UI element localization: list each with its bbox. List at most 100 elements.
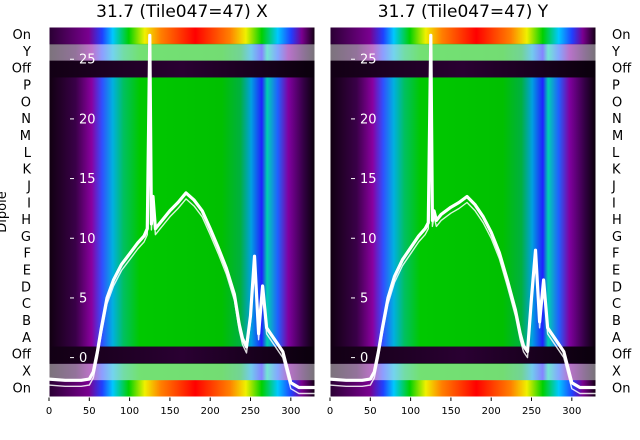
x-tick-label: 250 <box>522 406 541 417</box>
heatmap-row-20 <box>330 346 596 364</box>
heatmap-row-8 <box>330 144 596 163</box>
overlay-tick-label: 10 <box>360 232 377 247</box>
overlay-tick-label: 10 <box>79 232 96 247</box>
overlay-tick-label: 0 <box>79 351 87 366</box>
heatmap-row-9 <box>330 161 596 179</box>
overlay-tick-label: 15 <box>79 172 96 187</box>
heatmap-row-6 <box>49 111 315 129</box>
row-label: Y <box>22 45 31 60</box>
row-label: K <box>612 163 621 178</box>
heatmap-row-4 <box>330 77 596 95</box>
row-label: X <box>612 364 621 379</box>
overlay-tick-label: 0 <box>360 351 368 366</box>
overlay-tick-label: 25 <box>360 53 377 68</box>
x-tick-label: 100 <box>120 406 139 417</box>
heatmap-row-17 <box>330 296 596 314</box>
row-label: On <box>612 381 630 396</box>
overlay-line-secondary <box>48 40 315 395</box>
row-label: L <box>24 146 32 161</box>
heatmap-row-22 <box>330 380 596 398</box>
heatmap-row-16 <box>49 279 315 297</box>
row-label: On <box>13 28 31 43</box>
plot-frame <box>329 26 597 398</box>
x-tick-label: 50 <box>364 406 377 417</box>
row-label: D <box>612 280 622 295</box>
row-label: I <box>612 196 616 211</box>
heatmap-row-15 <box>330 262 596 280</box>
row-label: Off <box>12 348 32 363</box>
overlay-line-secondary <box>329 40 596 395</box>
row-label: C <box>22 297 31 312</box>
x-tick-label: 0 <box>327 406 333 417</box>
row-label: L <box>612 146 620 161</box>
row-label: O <box>21 95 31 110</box>
heatmap-row-5 <box>330 94 596 112</box>
heatmap-row-16 <box>330 279 596 297</box>
heatmap-row-2 <box>330 43 596 62</box>
heatmap-row-13 <box>49 228 315 247</box>
row-label: F <box>612 247 619 262</box>
row-label: J <box>611 179 616 194</box>
row-label: H <box>612 213 622 228</box>
row-label: N <box>21 112 31 127</box>
row-label: D <box>21 280 31 295</box>
heatmap-row-11 <box>330 195 596 213</box>
x-tick-label: 200 <box>201 406 220 417</box>
overlay-tick-label: 5 <box>79 291 87 306</box>
heatmap-row-8 <box>49 144 315 163</box>
row-label: X <box>22 364 31 379</box>
row-label: G <box>21 230 31 245</box>
heatmap-row-22 <box>49 380 315 398</box>
heatmap-row-1 <box>330 27 596 45</box>
heatmap-row-4 <box>49 77 315 95</box>
overlay-tick-label: 20 <box>79 112 96 127</box>
chart-title: 31.7 (Tile047=47) Y <box>378 2 549 22</box>
heatmap-row-10 <box>49 178 315 196</box>
row-label: I <box>27 196 31 211</box>
overlay-tick-label: 5 <box>360 291 368 306</box>
x-tick-label: 200 <box>482 406 501 417</box>
heatmap-row-9 <box>49 161 315 179</box>
heatmap-row-18 <box>330 312 596 331</box>
row-label: C <box>612 297 621 312</box>
heatmap-row-14 <box>330 245 596 263</box>
row-label: Off <box>612 348 632 363</box>
row-label: F <box>24 247 31 262</box>
row-label: N <box>612 112 622 127</box>
row-label: O <box>612 95 622 110</box>
heatmap-row-10 <box>330 178 596 196</box>
row-label: M <box>612 129 623 144</box>
row-label: J <box>26 179 31 194</box>
row-label: G <box>612 230 622 245</box>
row-label: On <box>612 28 630 43</box>
row-label: A <box>612 331 621 346</box>
heatmap-row-3 <box>330 60 596 78</box>
x-tick-label: 150 <box>160 406 179 417</box>
overlay-tick-label: 15 <box>360 172 377 187</box>
heatmap-row-12 <box>49 212 315 230</box>
row-label: E <box>612 264 620 279</box>
x-tick-label: 150 <box>441 406 460 417</box>
row-label: Off <box>612 62 632 77</box>
heatmap-row-18 <box>49 312 315 331</box>
row-label: B <box>612 314 621 329</box>
row-label: Off <box>12 62 32 77</box>
chart-title: 31.7 (Tile047=47) X <box>96 2 268 22</box>
heatmap-row-15 <box>49 262 315 280</box>
heatmap-row-1 <box>49 27 315 45</box>
row-label: On <box>13 381 31 396</box>
y-axis-label: Dipole <box>0 191 10 232</box>
plot-frame <box>48 26 316 398</box>
heatmap-row-13 <box>330 228 596 247</box>
heatmap-row-14 <box>49 245 315 263</box>
heatmap-row-2 <box>49 43 315 62</box>
heatmap-row-5 <box>49 94 315 112</box>
x-tick-label: 50 <box>83 406 96 417</box>
row-label: K <box>22 163 31 178</box>
heatmap-row-21 <box>330 363 596 381</box>
row-label: H <box>21 213 31 228</box>
heatmap-row-21 <box>49 363 315 381</box>
row-label: E <box>23 264 31 279</box>
